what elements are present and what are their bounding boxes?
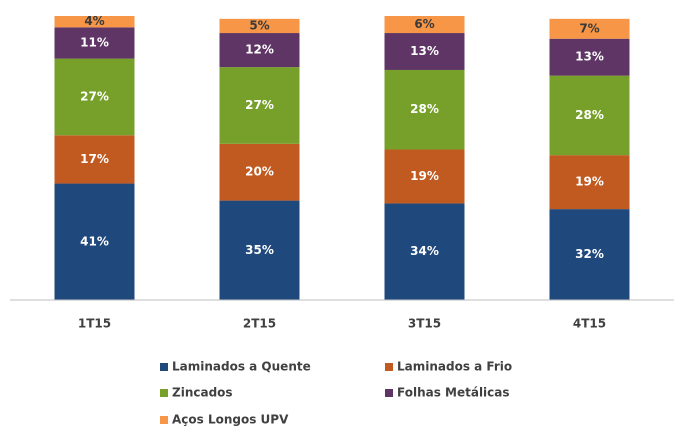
x-tick-label: 3T15 <box>408 317 441 331</box>
x-tick-label: 1T15 <box>78 317 111 331</box>
legend-swatch <box>160 389 168 397</box>
bar-segment <box>549 18 630 39</box>
bar-segment <box>54 183 135 300</box>
data-label: 7% <box>579 21 599 35</box>
legend-label: Aços Longos UPV <box>172 413 289 427</box>
data-label: 28% <box>575 108 604 122</box>
data-label: 6% <box>414 17 434 31</box>
bar-segment <box>54 135 135 184</box>
x-tick-label: 4T15 <box>573 317 606 331</box>
data-label: 35% <box>245 243 274 257</box>
bar-segment <box>549 75 630 156</box>
bar-segment <box>219 18 300 34</box>
data-label: 13% <box>410 44 439 58</box>
data-label: 32% <box>575 247 604 261</box>
bar-segment <box>54 58 135 136</box>
legend-swatch <box>160 416 168 424</box>
bar-segment <box>219 200 300 300</box>
bar-segment <box>384 33 465 70</box>
data-label: 27% <box>80 89 109 103</box>
legend-swatch <box>160 363 168 371</box>
legend-label: Zincados <box>172 386 233 400</box>
data-label: 19% <box>575 175 604 189</box>
data-label: 28% <box>410 102 439 116</box>
bar-segment <box>384 149 465 204</box>
bar-segment <box>549 209 630 300</box>
data-label: 27% <box>245 98 274 112</box>
data-label: 4% <box>84 14 104 28</box>
data-label: 13% <box>575 50 604 64</box>
data-label: 5% <box>249 18 269 32</box>
legend-label: Laminados a Quente <box>172 360 311 374</box>
legend-label: Folhas Metálicas <box>397 386 510 400</box>
x-tick-label: 2T15 <box>243 317 276 331</box>
legend-label: Laminados a Frio <box>397 360 512 374</box>
data-label: 20% <box>245 165 274 179</box>
bar-segment <box>219 33 300 68</box>
bar-segment <box>54 27 135 59</box>
data-label: 19% <box>410 169 439 183</box>
legend-swatch <box>385 363 393 371</box>
data-label: 12% <box>245 43 274 57</box>
data-label: 41% <box>80 234 109 248</box>
legend-swatch <box>385 389 393 397</box>
bar-segment <box>549 38 630 76</box>
bar-segment <box>384 203 465 300</box>
bar-segment <box>384 69 465 150</box>
bar-segment <box>549 155 630 210</box>
data-label: 11% <box>80 35 109 49</box>
data-label: 17% <box>80 152 109 166</box>
bar-segment <box>384 16 465 34</box>
bar-segment <box>219 67 300 144</box>
bar-segment <box>219 143 300 201</box>
bar-segment <box>54 16 135 28</box>
data-label: 34% <box>410 244 439 258</box>
